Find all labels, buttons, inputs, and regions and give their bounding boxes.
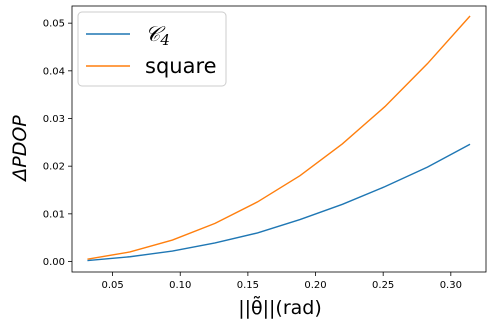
y-tick-label: 0.02 bbox=[43, 162, 65, 173]
legend-label-square: square bbox=[145, 54, 217, 78]
y-tick-label: 0.00 bbox=[43, 257, 65, 268]
y-axis-ticks: 0.00 0.01 0.02 0.03 0.04 0.05 bbox=[43, 19, 72, 268]
y-axis-label: ΔPDOP bbox=[9, 115, 31, 183]
x-tick-label: 0.05 bbox=[101, 280, 123, 291]
y-tick-label: 0.01 bbox=[43, 209, 65, 220]
x-tick-label: 0.10 bbox=[169, 280, 191, 291]
x-tick-label: 0.20 bbox=[304, 280, 326, 291]
plot-border bbox=[71, 5, 487, 273]
y-tick-label: 0.03 bbox=[43, 114, 65, 125]
series-layer bbox=[87, 15, 471, 262]
plot-frame bbox=[71, 5, 487, 273]
x-axis-ticks: 0.05 0.10 0.15 0.20 0.25 0.30 bbox=[101, 272, 462, 291]
y-tick-label: 0.04 bbox=[43, 66, 65, 77]
legend-box bbox=[77, 11, 227, 87]
x-tick-label: 0.15 bbox=[237, 280, 259, 291]
x-axis-label: ||θ̃||(rad) bbox=[238, 294, 322, 319]
x-tick-label: 0.30 bbox=[440, 280, 462, 291]
x-tick-label: 0.25 bbox=[372, 280, 394, 291]
series-line-square bbox=[87, 15, 471, 260]
y-tick-label: 0.05 bbox=[43, 19, 65, 30]
legend: 𝒞4 square bbox=[77, 11, 227, 87]
series-line-c4 bbox=[87, 143, 471, 262]
